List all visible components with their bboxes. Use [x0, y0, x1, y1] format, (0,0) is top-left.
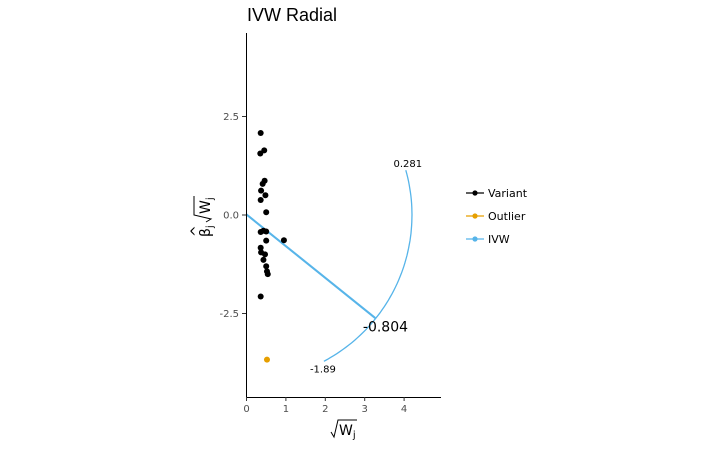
variant-point — [257, 293, 264, 300]
variant-point — [263, 237, 270, 244]
axes — [246, 33, 441, 398]
variant-point — [257, 228, 264, 235]
x-tick-label: 2 — [322, 404, 328, 415]
x-axis-ticks: 0 1 2 3 4 — [243, 397, 407, 415]
variant-point — [262, 192, 269, 199]
y-label-radical-sign — [193, 196, 213, 223]
y-label-beta: βj — [198, 225, 216, 237]
variant-point — [262, 251, 269, 258]
variant-point — [258, 187, 265, 194]
legend-label: Outlier — [488, 210, 526, 223]
ci-lower-label: -1.89 — [310, 364, 336, 375]
x-label-text: Wj — [339, 423, 356, 441]
y-tick-label: 2.5 — [223, 112, 239, 123]
ci-upper-label: 0.281 — [393, 159, 422, 170]
variant-point — [257, 150, 264, 157]
y-label-w: Wj — [198, 197, 216, 214]
chart-title: IVW Radial — [247, 5, 337, 25]
variant-point — [257, 197, 264, 204]
ivw-ci-arc — [323, 170, 413, 362]
outlier-point — [263, 356, 270, 363]
variant-point — [264, 271, 271, 278]
x-tick-label: 0 — [243, 404, 249, 415]
legend-key-point — [472, 213, 478, 219]
variant-point — [257, 130, 264, 137]
y-label-hat: ^ — [189, 225, 205, 237]
x-tick-label: 4 — [401, 404, 407, 415]
legend-key-point — [472, 190, 478, 196]
variant-point — [260, 256, 267, 263]
variant-point — [280, 237, 287, 244]
variant-point — [263, 209, 270, 216]
legend-label: IVW — [488, 233, 510, 246]
variant-point — [257, 244, 264, 251]
legend-key-point — [472, 236, 478, 242]
x-label-radical-sign — [330, 419, 357, 439]
x-axis-label: Wj — [330, 419, 357, 441]
variant-point — [263, 263, 270, 270]
variant-point — [259, 180, 266, 187]
legend-label: Variant — [488, 187, 528, 200]
y-axis-label: βj ^ Wj — [189, 196, 216, 237]
x-tick-label: 1 — [283, 404, 289, 415]
y-tick-label: 0.0 — [223, 211, 239, 222]
legend: Variant Outlier IVW — [466, 187, 528, 246]
plot-area: 0.281 -0.804 -1.89 — [246, 130, 422, 375]
ivw-estimate-label: -0.804 — [363, 320, 408, 336]
y-axis-ticks: -2.5 0.0 2.5 — [219, 112, 246, 320]
x-tick-label: 3 — [362, 404, 368, 415]
variant-point — [263, 228, 270, 235]
y-tick-label: -2.5 — [219, 309, 239, 320]
